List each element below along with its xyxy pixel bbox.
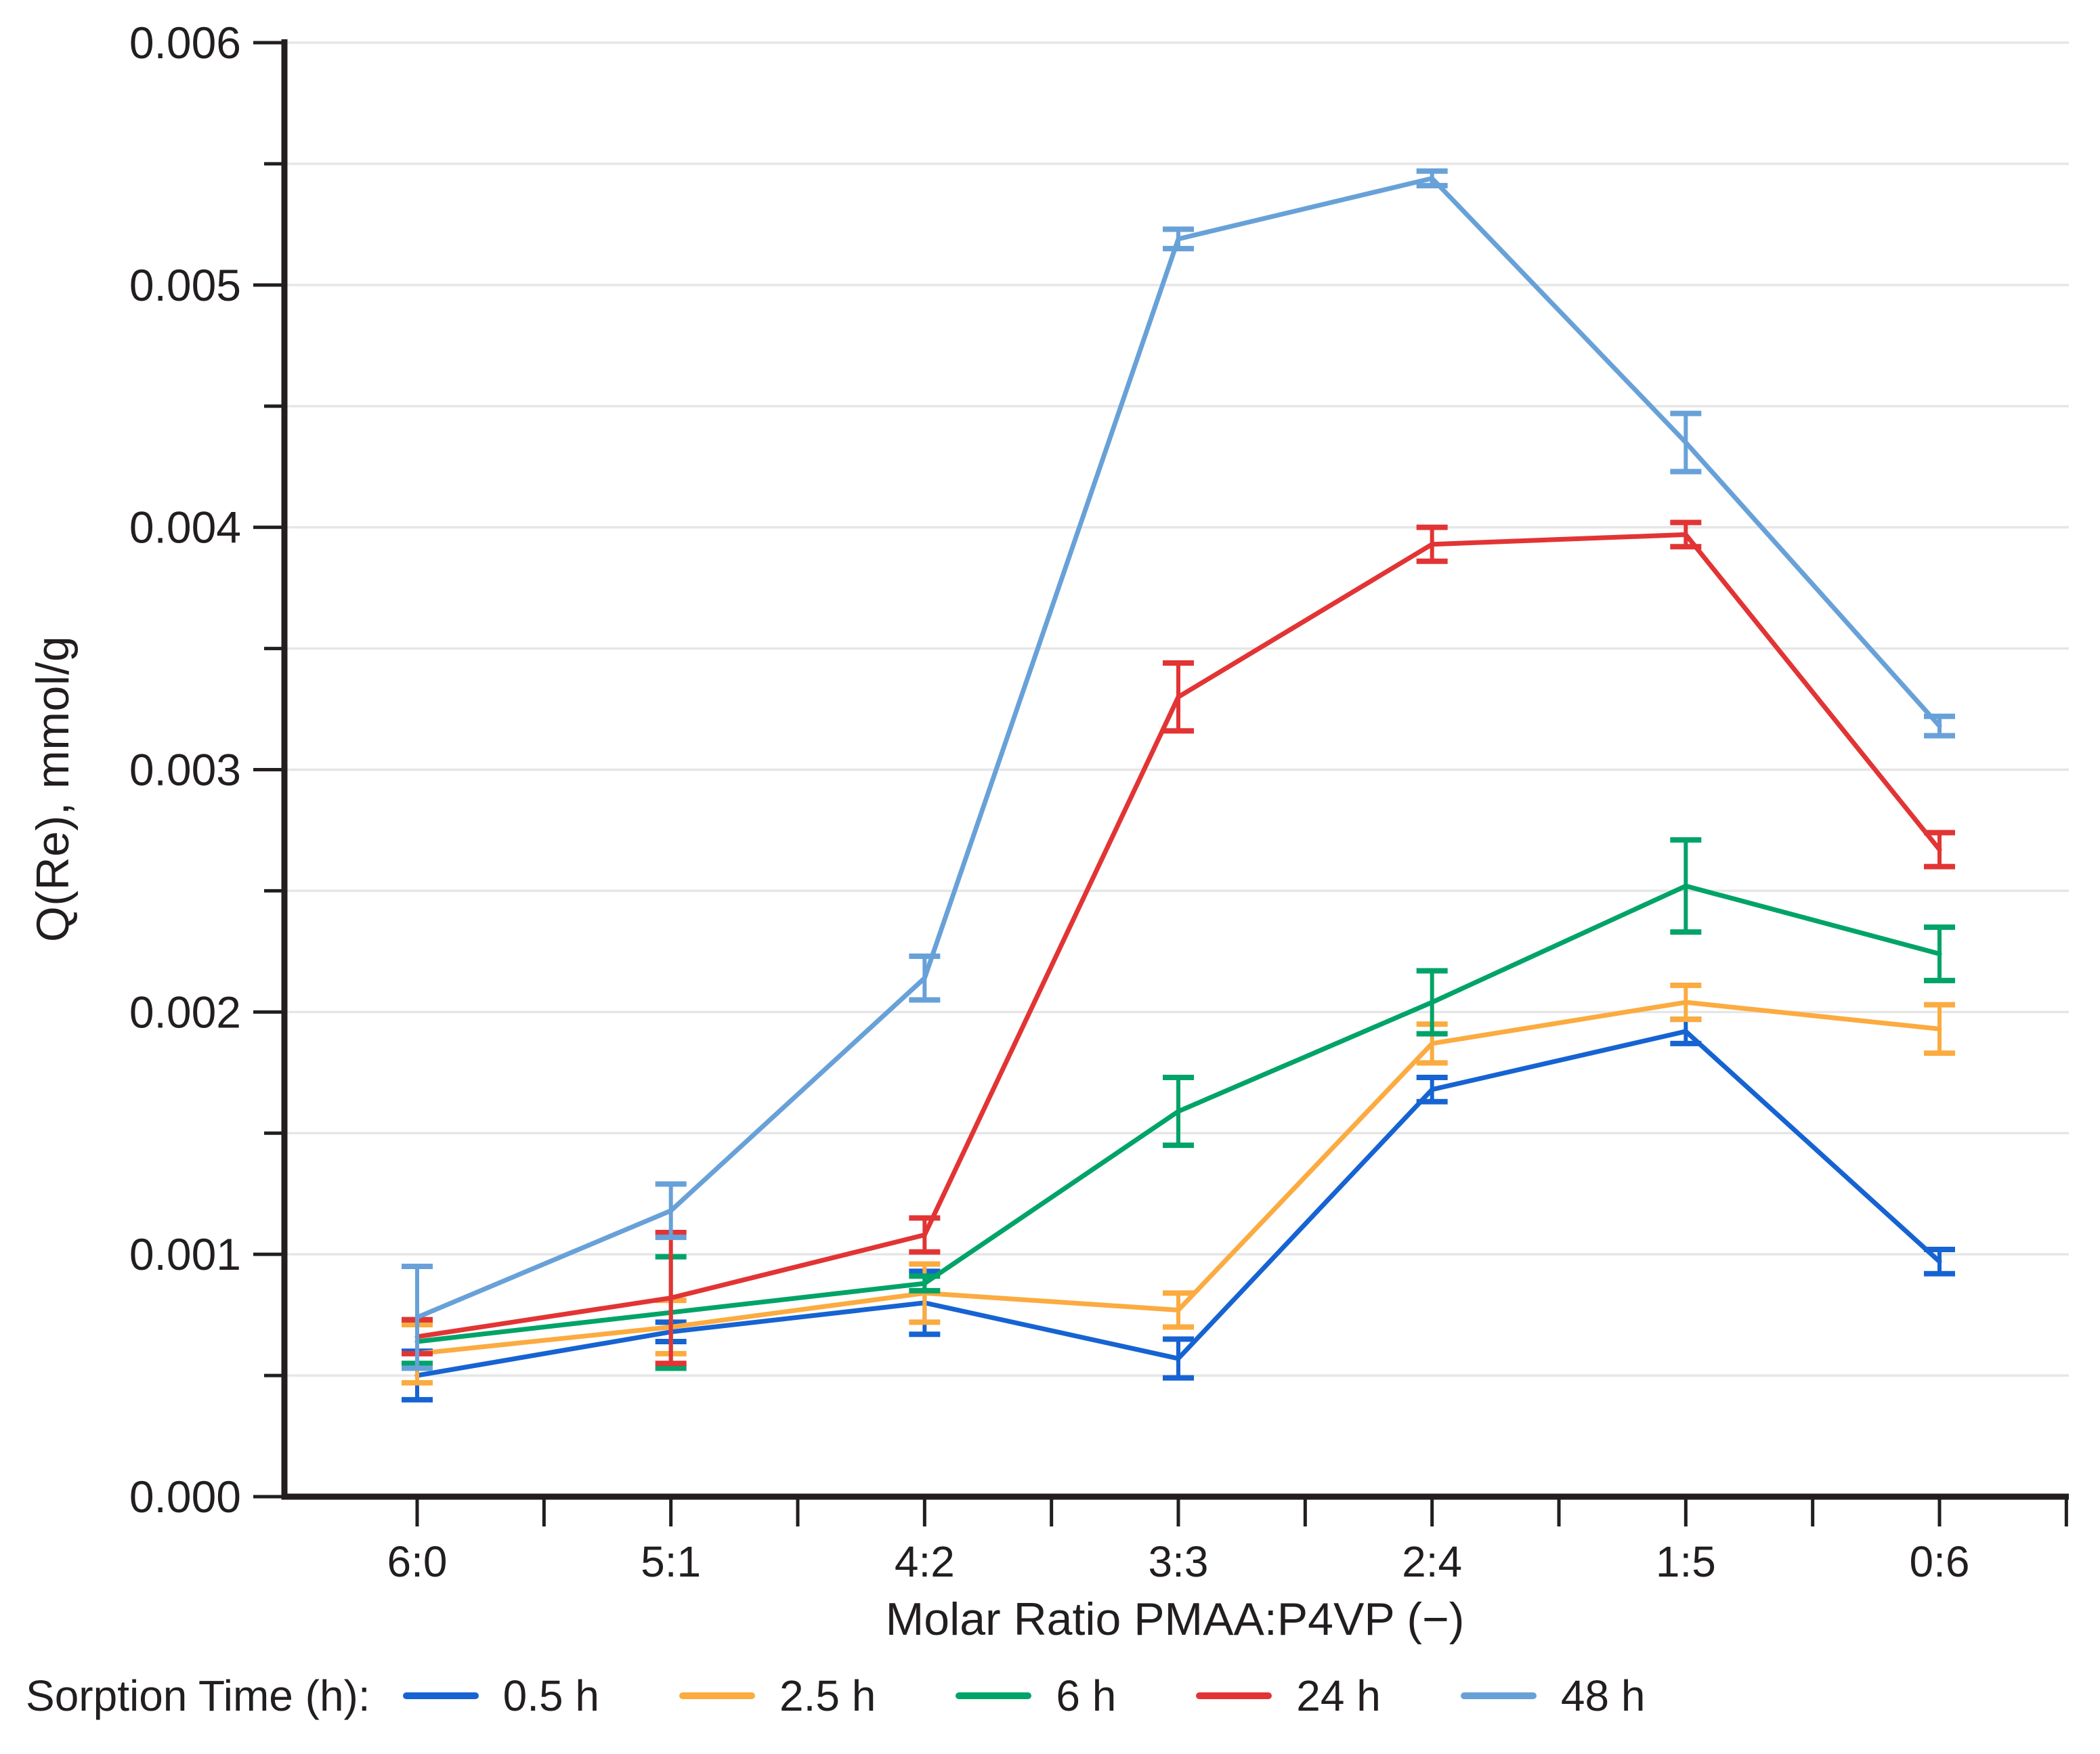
series-6h bbox=[402, 837, 1956, 1371]
y-axis-title: Q(Re), mmol/g bbox=[27, 635, 79, 943]
legend-swatch-icon bbox=[1196, 1692, 1272, 1699]
y-axis-ticks: 0.000 0.001 0.002 0.003 0.004 0.005 0.006 bbox=[129, 18, 284, 1522]
x-tick-label: 0:6 bbox=[1910, 1537, 1970, 1586]
x-tick-label: 2:4 bbox=[1402, 1537, 1462, 1586]
x-tick-label: 3:3 bbox=[1149, 1537, 1209, 1586]
legend-swatch-icon bbox=[402, 1692, 479, 1699]
data-line bbox=[414, 883, 1942, 1344]
legend-item-6h: 6 h bbox=[956, 1671, 1116, 1721]
x-tick-label: 6:0 bbox=[387, 1537, 448, 1586]
legend-item-0.5h: 0.5 h bbox=[402, 1671, 599, 1721]
legend-label: 24 h bbox=[1296, 1671, 1381, 1720]
y-tick-label: 0.001 bbox=[129, 1229, 241, 1279]
x-tick-label: 1:5 bbox=[1656, 1537, 1716, 1586]
legend: Sorption Time (h): 0.5 h 2.5 h 6 h 24 h 48 h bbox=[26, 1658, 1725, 1734]
legend-swatch-icon bbox=[679, 1692, 755, 1699]
data-line bbox=[414, 532, 1942, 1340]
legend-label: 0.5 h bbox=[502, 1671, 599, 1720]
x-axis-ticks: 6:0 5:1 4:2 3:3 2:4 1:5 0:6 bbox=[387, 1497, 2068, 1586]
x-axis-title: Molar Ratio PMAA:P4VP (−) bbox=[885, 1593, 1465, 1645]
series-2.5h bbox=[402, 982, 1956, 1386]
legend-item-48h: 48 h bbox=[1460, 1671, 1646, 1721]
y-tick-label: 0.002 bbox=[129, 987, 241, 1037]
series-24h bbox=[402, 519, 1956, 1367]
y-tick-label: 0.003 bbox=[129, 745, 241, 795]
y-tick-label: 0.006 bbox=[129, 18, 241, 68]
legend-label: 48 h bbox=[1560, 1671, 1646, 1720]
y-tick-label: 0.000 bbox=[129, 1472, 241, 1522]
x-tick-label: 5:1 bbox=[641, 1537, 701, 1586]
series-48h bbox=[402, 168, 1956, 1371]
legend-item-2.5h: 2.5 h bbox=[679, 1671, 876, 1721]
legend-title: Sorption Time (h): bbox=[26, 1671, 370, 1720]
legend-label: 2.5 h bbox=[779, 1671, 876, 1720]
gridlines bbox=[284, 41, 2069, 1377]
legend-item-24h: 24 h bbox=[1196, 1671, 1381, 1721]
legend-label: 6 h bbox=[1056, 1671, 1117, 1720]
y-tick-label: 0.005 bbox=[129, 260, 241, 310]
x-tick-label: 4:2 bbox=[895, 1537, 955, 1586]
legend-swatch-icon bbox=[956, 1692, 1032, 1699]
legend-swatch-icon bbox=[1460, 1692, 1537, 1699]
y-tick-label: 0.004 bbox=[129, 502, 241, 553]
data-line bbox=[414, 175, 1942, 1320]
